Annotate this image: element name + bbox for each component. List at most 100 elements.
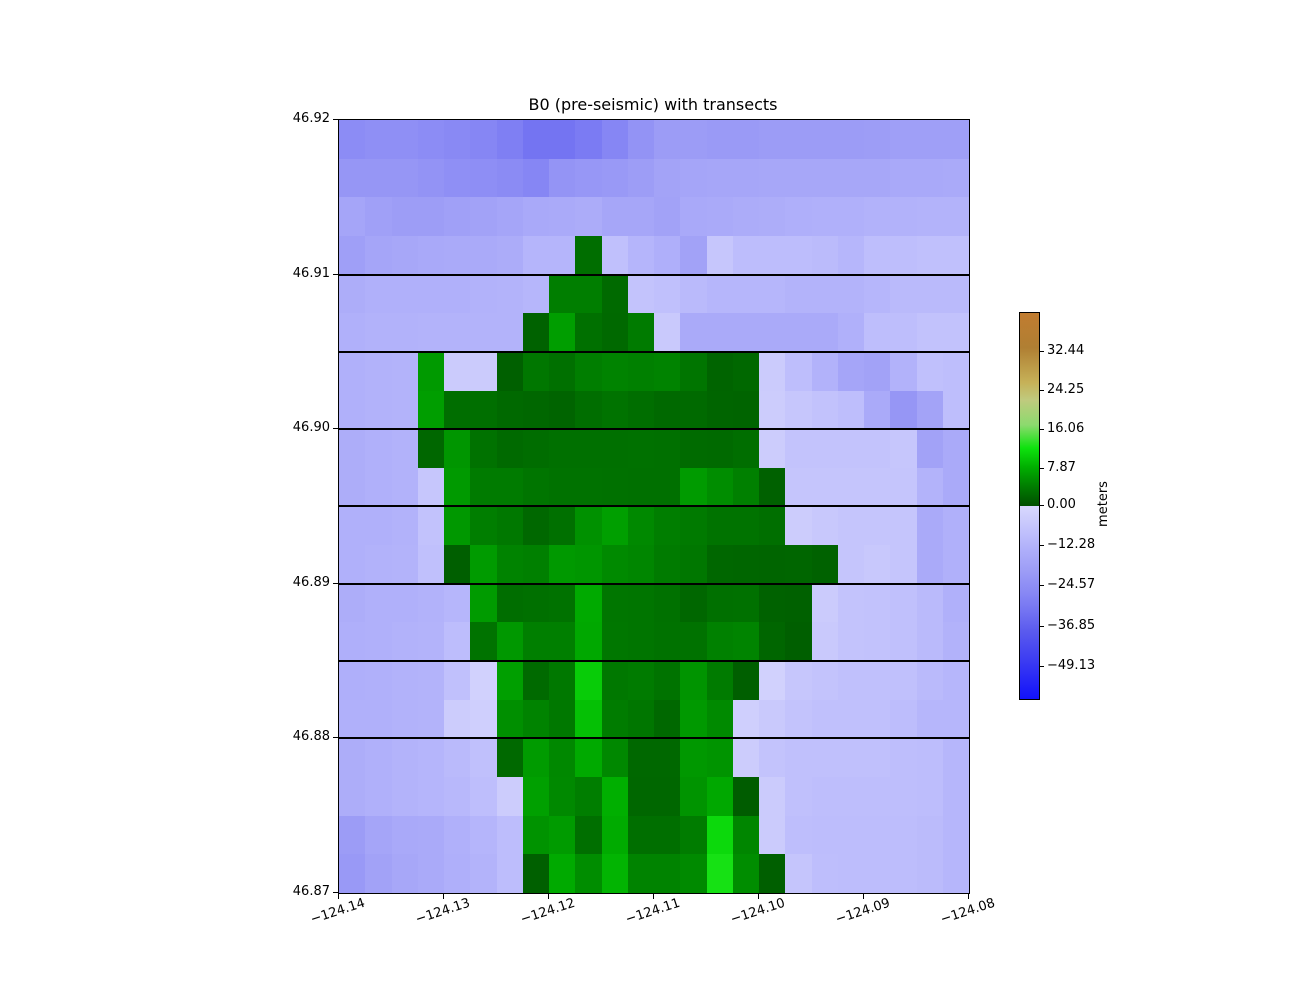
heatmap-cell [680,661,707,700]
heatmap-cell [733,468,759,507]
heatmap-cell [497,275,523,313]
heatmap-cell [680,429,707,468]
heatmap-cell [549,816,575,854]
heatmap-cell [917,661,943,700]
heatmap-cell [943,661,969,700]
heatmap-cell [943,854,969,893]
heatmap-cell [339,352,365,391]
heatmap-cell [890,275,917,313]
heatmap-cell [575,584,602,622]
heatmap-cell [838,622,864,661]
heatmap-cell [549,429,575,468]
heatmap-cell [707,854,733,893]
heatmap-cell [602,352,628,391]
heatmap-cell [602,197,628,236]
heatmap-cell [523,313,549,352]
colorbar-tick-label: 7.87 [1047,460,1076,475]
colorbar-tick-label: −12.28 [1047,537,1096,552]
heatmap-cell [523,391,549,429]
heatmap-cell [628,584,654,622]
heatmap-cell [365,661,392,700]
heatmap-cell [392,700,418,738]
heatmap-cell [418,159,444,197]
heatmap-cell [707,816,733,854]
heatmap-cell [812,313,838,352]
heatmap-cell [917,700,943,738]
heatmap-cell [392,120,418,159]
heatmap-cell [917,507,943,545]
heatmap-cell [680,236,707,275]
plot-area [338,119,970,894]
heatmap-cell [680,391,707,429]
heatmap-cell [470,120,497,159]
heatmap-cell [365,738,392,777]
colorbar-tick-mark [1039,390,1044,391]
heatmap-cell [864,429,890,468]
heatmap-cell [759,159,785,197]
heatmap-cell [628,622,654,661]
heatmap-cell [917,352,943,391]
heatmap-cell [523,661,549,700]
heatmap-cell [575,738,602,777]
heatmap-cell [890,352,917,391]
heatmap-cell [812,738,838,777]
heatmap-cell [523,275,549,313]
transect-line [339,583,969,585]
heatmap-cell [890,777,917,816]
transect-line [339,660,969,662]
heatmap-cell [680,854,707,893]
heatmap-cell [707,429,733,468]
heatmap-cell [812,236,838,275]
heatmap-cell [392,313,418,352]
heatmap-cell [864,120,890,159]
heatmap-cell [864,738,890,777]
heatmap-cell [418,468,444,507]
heatmap-cell [418,236,444,275]
heatmap-cell [864,159,890,197]
heatmap-cell [917,816,943,854]
y-tick-mark [333,583,338,584]
heatmap-cell [707,313,733,352]
heatmap-cell [575,159,602,197]
y-tick-label: 46.90 [292,420,330,435]
heatmap-cell [785,236,812,275]
y-tick-mark [333,428,338,429]
heatmap-cell [575,468,602,507]
heatmap-cell [470,854,497,893]
heatmap-cell [628,468,654,507]
heatmap-cell [497,854,523,893]
heatmap-cell [523,468,549,507]
colorbar-tick-label: 0.00 [1047,497,1076,512]
chart-title: B0 (pre-seismic) with transects [528,95,778,114]
heatmap-cell [575,854,602,893]
heatmap-cell [418,313,444,352]
heatmap-cell [628,854,654,893]
heatmap-cell [470,661,497,700]
heatmap-cell [365,275,392,313]
heatmap-cell [549,584,575,622]
heatmap-cell [890,816,917,854]
heatmap-cell [497,468,523,507]
heatmap-cell [864,584,890,622]
heatmap-cell [680,275,707,313]
heatmap-cell [470,507,497,545]
heatmap-cell [549,352,575,391]
heatmap-cell [470,159,497,197]
heatmap-cell [917,120,943,159]
heatmap-cell [549,197,575,236]
heatmap-cell [917,738,943,777]
heatmap-cell [680,352,707,391]
heatmap-cell [365,429,392,468]
heatmap-cell [392,468,418,507]
heatmap-cell [602,313,628,352]
heatmap-cell [890,429,917,468]
heatmap-cell [838,391,864,429]
heatmap-cell [628,313,654,352]
heatmap-cell [943,816,969,854]
heatmap-cell [418,816,444,854]
heatmap-cell [654,777,680,816]
x-tick-mark [758,894,759,899]
heatmap-cell [497,777,523,816]
colorbar [1019,312,1040,700]
heatmap-cell [759,507,785,545]
